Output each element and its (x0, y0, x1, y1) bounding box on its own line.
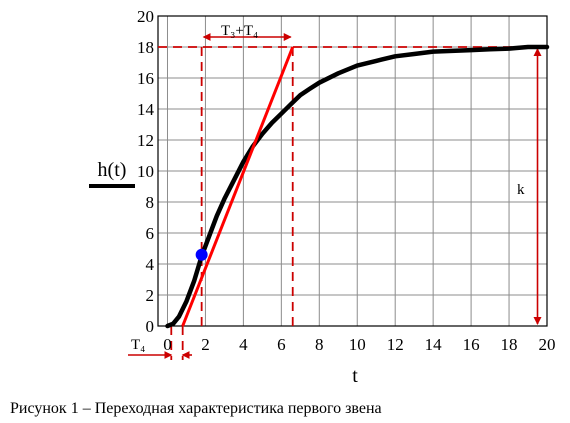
y-axis-label: h(t) (98, 159, 127, 181)
y-tick-label: 6 (146, 224, 155, 243)
inflection-point (195, 248, 208, 261)
x-tick-label: 20 (539, 335, 556, 354)
y-tick-label: 0 (146, 317, 155, 336)
figure-caption: Рисунок 1 – Переходная характеристика пе… (10, 400, 382, 417)
y-tick-label: 18 (137, 38, 154, 57)
x-tick-label: 8 (315, 335, 324, 354)
y-tick-label: 14 (137, 100, 155, 119)
series-layer (165, 44, 550, 329)
x-tick-label: 16 (463, 335, 480, 354)
reference-lines (128, 33, 547, 360)
y-tick-label: 16 (137, 69, 154, 88)
x-tick-label: 14 (425, 335, 443, 354)
x-axis-label: t (352, 365, 358, 387)
x-tick-label: 6 (277, 335, 286, 354)
grid-lines (158, 15, 548, 327)
x-tick-label: 18 (501, 335, 518, 354)
x-tick-label: 12 (387, 335, 404, 354)
y-tick-label: 2 (146, 286, 155, 305)
y-tick-label: 12 (137, 131, 154, 150)
plot-frame (157, 15, 548, 327)
x-tick-label: 0 (163, 335, 172, 354)
x-tick-label: 10 (349, 335, 366, 354)
y-tick-label: 10 (137, 162, 154, 181)
tick-labels: 0 2 4 6 8 10 12 14 16 18 20 0 2 4 6 8 10 12 14 16 18 20 (137, 7, 556, 354)
tangent-line (181, 46, 295, 327)
k-label: k (517, 182, 525, 198)
t3-t4-label: T₃+T₄ (221, 23, 258, 39)
t4-label: T₄ (131, 337, 145, 353)
y-tick-label: 8 (146, 193, 155, 212)
y-tick-label: 4 (146, 255, 155, 274)
x-tick-label: 2 (201, 335, 210, 354)
y-axis-legend-swatch (89, 184, 135, 188)
x-tick-label: 4 (239, 335, 248, 354)
y-tick-label: 20 (137, 7, 154, 26)
